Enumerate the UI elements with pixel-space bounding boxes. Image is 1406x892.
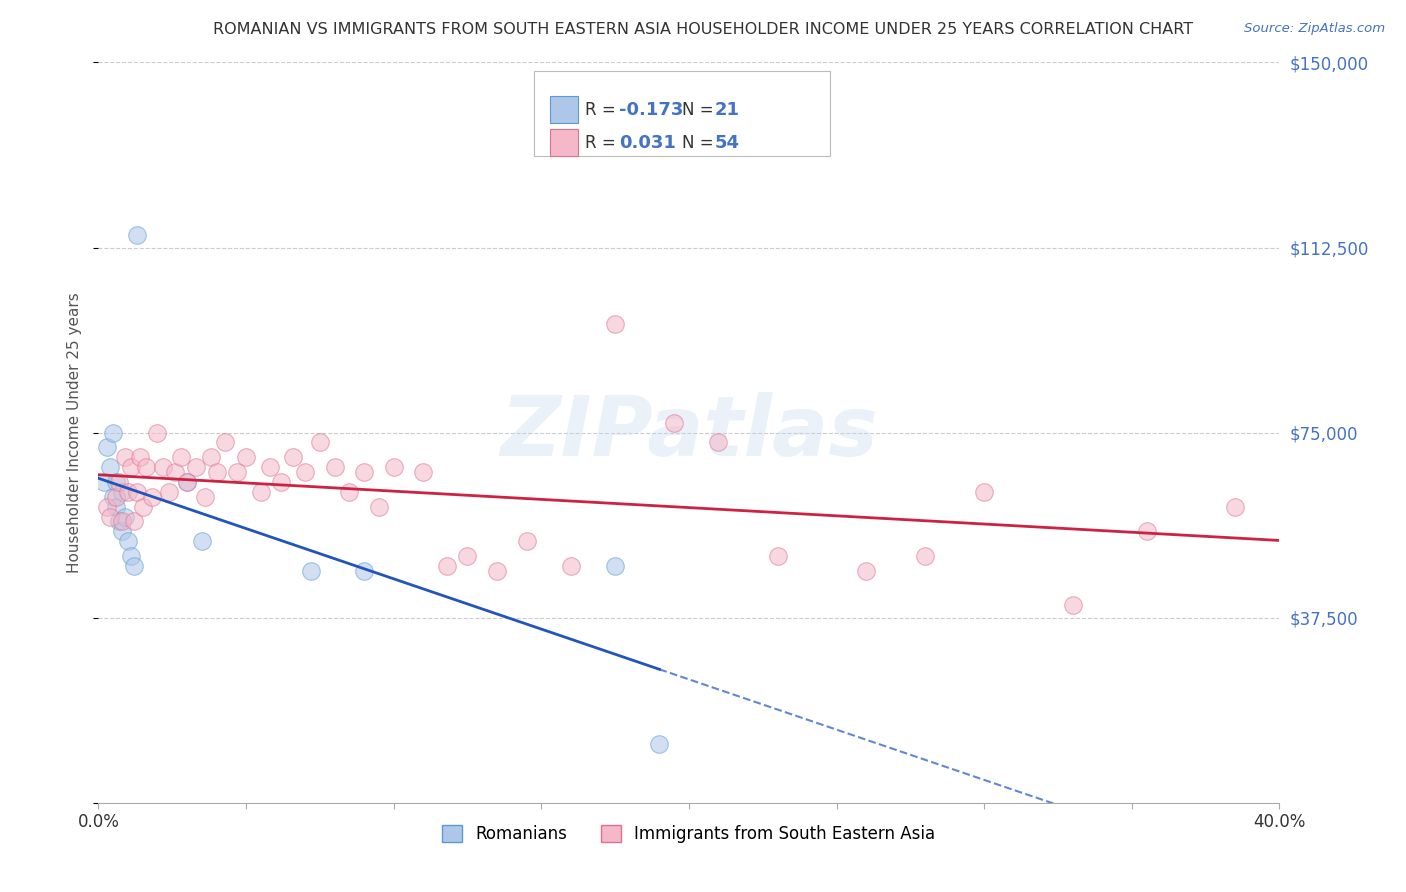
Point bbox=[170, 450, 193, 465]
Point bbox=[1136, 524, 1159, 539]
Point bbox=[457, 549, 479, 563]
Point bbox=[855, 564, 877, 578]
Point bbox=[128, 450, 150, 465]
Text: 54: 54 bbox=[714, 134, 740, 152]
Point bbox=[299, 564, 322, 578]
Point bbox=[105, 500, 128, 514]
Legend: Romanians, Immigrants from South Eastern Asia: Romanians, Immigrants from South Eastern… bbox=[436, 819, 942, 850]
Point bbox=[146, 425, 169, 440]
Point bbox=[105, 490, 128, 504]
Point bbox=[382, 460, 405, 475]
Point bbox=[259, 460, 281, 475]
Point bbox=[605, 558, 627, 573]
Point bbox=[103, 425, 125, 440]
Point bbox=[114, 450, 136, 465]
Point bbox=[368, 500, 391, 514]
Point bbox=[108, 475, 131, 489]
Text: N =: N = bbox=[682, 134, 718, 152]
Point bbox=[120, 549, 142, 563]
Point bbox=[516, 534, 538, 549]
Point bbox=[96, 441, 118, 455]
Point bbox=[605, 317, 627, 331]
Point bbox=[111, 515, 134, 529]
Text: R =: R = bbox=[585, 134, 621, 152]
Point bbox=[184, 460, 207, 475]
Text: -0.173: -0.173 bbox=[619, 101, 683, 119]
Point bbox=[176, 475, 198, 489]
Point bbox=[135, 460, 157, 475]
Point bbox=[125, 228, 148, 243]
Point bbox=[122, 515, 145, 529]
Text: 21: 21 bbox=[714, 101, 740, 119]
Text: N =: N = bbox=[682, 101, 718, 119]
Point bbox=[111, 524, 134, 539]
Point bbox=[412, 465, 434, 479]
Point bbox=[200, 450, 222, 465]
Text: Source: ZipAtlas.com: Source: ZipAtlas.com bbox=[1244, 22, 1385, 36]
Point bbox=[114, 509, 136, 524]
Point bbox=[339, 484, 361, 499]
Point bbox=[105, 475, 128, 489]
Point bbox=[250, 484, 273, 499]
Text: ZIPatlas: ZIPatlas bbox=[501, 392, 877, 473]
Point bbox=[294, 465, 316, 479]
Point bbox=[648, 737, 671, 751]
Point bbox=[103, 490, 125, 504]
Point bbox=[283, 450, 305, 465]
Text: 0.031: 0.031 bbox=[619, 134, 675, 152]
Point bbox=[96, 500, 118, 514]
Point bbox=[436, 558, 458, 573]
Point bbox=[205, 465, 228, 479]
Point bbox=[191, 534, 214, 549]
Point bbox=[132, 500, 155, 514]
Point bbox=[120, 460, 142, 475]
Point bbox=[1225, 500, 1247, 514]
Point bbox=[194, 490, 217, 504]
Point bbox=[766, 549, 789, 563]
Point bbox=[270, 475, 292, 489]
Point bbox=[152, 460, 174, 475]
Point bbox=[486, 564, 509, 578]
Point bbox=[235, 450, 257, 465]
Point bbox=[707, 435, 730, 450]
Point bbox=[98, 460, 121, 475]
Point bbox=[165, 465, 187, 479]
Point bbox=[560, 558, 582, 573]
Point bbox=[323, 460, 346, 475]
Point bbox=[122, 558, 145, 573]
Text: ROMANIAN VS IMMIGRANTS FROM SOUTH EASTERN ASIA HOUSEHOLDER INCOME UNDER 25 YEARS: ROMANIAN VS IMMIGRANTS FROM SOUTH EASTER… bbox=[212, 22, 1194, 37]
Point bbox=[309, 435, 332, 450]
Point bbox=[973, 484, 995, 499]
Point bbox=[353, 564, 375, 578]
Point bbox=[664, 416, 686, 430]
Point bbox=[93, 475, 115, 489]
Point bbox=[1062, 599, 1084, 613]
Point bbox=[108, 515, 131, 529]
Point bbox=[111, 484, 134, 499]
Point bbox=[157, 484, 180, 499]
Point bbox=[125, 484, 148, 499]
Point bbox=[117, 534, 139, 549]
Point bbox=[141, 490, 163, 504]
Point bbox=[117, 484, 139, 499]
Point bbox=[914, 549, 936, 563]
Point bbox=[226, 465, 249, 479]
Point bbox=[98, 509, 121, 524]
Point bbox=[176, 475, 198, 489]
Text: R =: R = bbox=[585, 101, 621, 119]
Point bbox=[214, 435, 236, 450]
Point bbox=[353, 465, 375, 479]
Y-axis label: Householder Income Under 25 years: Householder Income Under 25 years bbox=[67, 293, 83, 573]
